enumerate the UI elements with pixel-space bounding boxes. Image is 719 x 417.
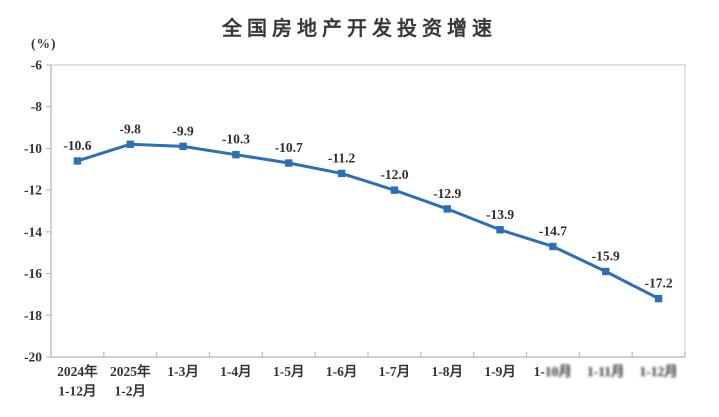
y-tick-label: -20 [24, 350, 42, 365]
data-point-marker [126, 140, 134, 148]
data-point-label: -17.2 [645, 276, 673, 291]
y-tick-label: -10 [24, 141, 42, 156]
x-axis-label: 1-6月 [326, 364, 358, 379]
data-point-label: -10.3 [222, 132, 250, 147]
y-tick-label: -6 [31, 58, 42, 73]
plot-border [50, 64, 686, 358]
y-tick-label: -18 [24, 308, 42, 323]
y-tick-label: -16 [24, 266, 42, 281]
data-point-label: -15.9 [592, 248, 620, 263]
x-axis-label: 1-4月 [220, 364, 252, 379]
x-axis-label: 1-5月 [273, 364, 305, 379]
data-point-label: -11.2 [328, 150, 356, 165]
data-point-label: -13.9 [486, 207, 514, 222]
y-tick-label: -12 [24, 183, 42, 198]
x-axis-label: 1- [534, 364, 545, 379]
data-point-marker [337, 169, 346, 178]
x-axis-label: 2025年 [110, 363, 151, 379]
data-point-marker [602, 267, 610, 276]
data-point-marker [73, 157, 82, 165]
data-point-label: -9.8 [120, 121, 142, 136]
data-point-label: -12.0 [380, 167, 408, 182]
data-point-label: -12.9 [433, 186, 461, 201]
x-axis-label: 2024年 [57, 363, 98, 379]
data-point-marker [285, 159, 293, 167]
data-point-marker [654, 294, 663, 303]
data-point-label: -10.6 [63, 138, 91, 153]
x-axis-label: 1-11月 [587, 364, 625, 379]
data-point-marker [179, 142, 187, 151]
data-point-label: -14.7 [539, 223, 567, 238]
x-axis-label: 1-2月 [115, 384, 147, 399]
data-point-label: -9.9 [172, 123, 194, 138]
data-point-marker [390, 186, 399, 194]
x-axis-label: 1-3月 [167, 364, 199, 379]
x-axis-label: 1-12月 [58, 384, 96, 399]
data-point-marker [496, 226, 504, 234]
data-point-label: -10.7 [275, 140, 303, 155]
x-axis-label: 10月 [545, 364, 572, 379]
y-tick-label: -8 [31, 99, 42, 114]
y-tick-label: -14 [24, 224, 42, 239]
chart-title: 全国房地产开发投资增速 [222, 18, 497, 40]
data-line [75, 142, 661, 301]
x-axis-label: 1-8月 [432, 364, 464, 379]
y-axis-unit-label: (%) [31, 36, 57, 51]
data-point-marker [443, 205, 451, 213]
data-point-marker [232, 150, 240, 159]
data-point-marker [549, 242, 557, 251]
x-axis-label: 1-9月 [484, 364, 516, 379]
x-axis-label: 1-12月 [639, 364, 677, 379]
x-axis-label: 1-7月 [379, 364, 411, 379]
